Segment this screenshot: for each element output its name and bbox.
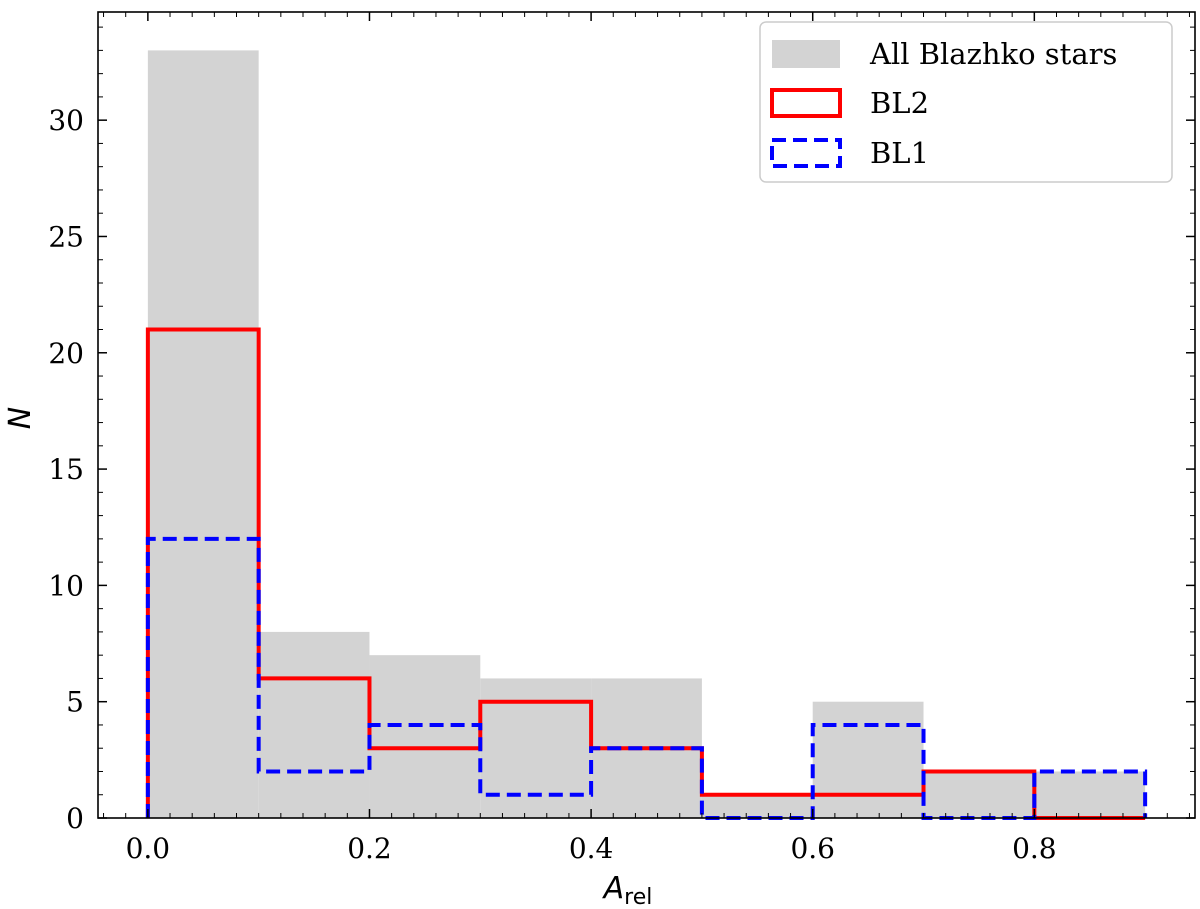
x-tick-label: 0.0 [126,832,171,865]
bar-all-blazhko [147,50,259,818]
x-axis-label: Arel [602,871,653,909]
y-tick-label: 15 [48,453,84,486]
bar-all-blazhko [480,678,592,818]
x-tick-label: 0.6 [790,832,835,865]
legend-box [759,21,1173,183]
plot-frame [97,11,1196,819]
tick-labels: 0.0 0.2 0.4 0.6 0.8 0 5 10 15 20 25 30 [48,104,1056,865]
y-tick-label: 10 [48,569,84,602]
bar-all-blazhko [369,655,481,818]
legend-label-all-blazhko: All Blazhko stars [869,37,1117,71]
y-tick-label: 25 [48,220,84,253]
y-axis-label: N [3,407,38,429]
y-tick-label: 0 [66,802,84,835]
y-tick-label: 5 [66,686,84,719]
bar-all-blazhko [258,631,370,818]
legend-swatch-bl1 [770,138,842,168]
x-tick-label: 0.2 [347,832,392,865]
bar-all-blazhko [1034,771,1146,818]
legend: All Blazhko stars BL2 BL1 [759,21,1173,183]
y-tick-label: 20 [48,337,84,370]
legend-label-bl1: BL1 [870,136,929,170]
x-tick-label: 0.8 [1012,832,1057,865]
bar-all-blazhko [923,771,1035,818]
bar-all-blazhko [701,794,813,818]
y-tick-label: 30 [48,104,84,137]
legend-swatch-bl2 [770,88,842,118]
bar-all-blazhko [812,701,924,818]
legend-swatch-all-blazhko [772,40,840,68]
legend-label-bl2: BL2 [870,86,929,120]
x-tick-label: 0.4 [569,832,614,865]
axis-ticks [98,12,1195,819]
